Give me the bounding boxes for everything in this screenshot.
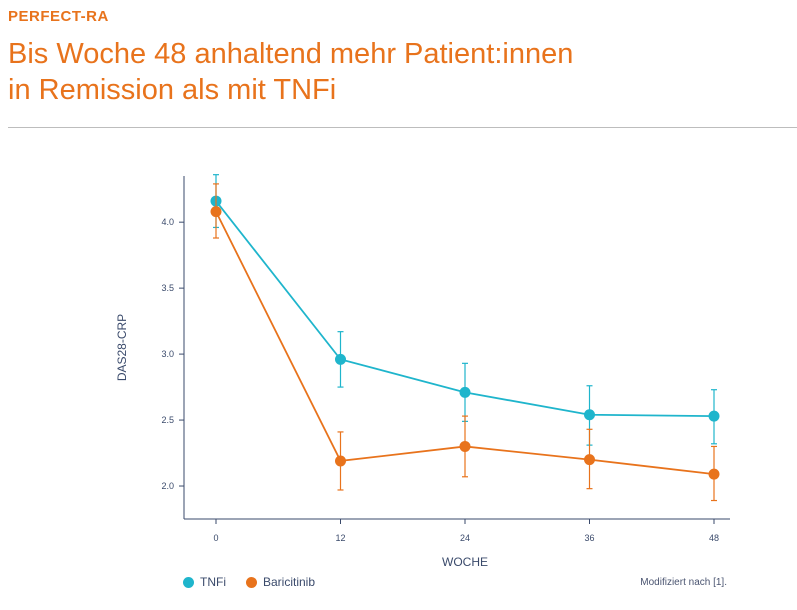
data-point-baricitinib xyxy=(210,206,222,218)
y-tick-label: 3.0 xyxy=(161,349,174,359)
x-tick-label: 0 xyxy=(213,533,218,543)
legend-item-tnfi: TNFi xyxy=(183,575,226,589)
data-point-baricitinib xyxy=(459,440,471,452)
data-point-baricitinib xyxy=(584,454,595,466)
y-tick-label: 3.5 xyxy=(161,283,174,293)
y-tick-label: 2.0 xyxy=(161,481,174,491)
legend-dot-tnfi xyxy=(183,576,194,588)
data-point-tnfi xyxy=(584,409,595,421)
x-tick-label: 48 xyxy=(709,533,719,543)
header-divider xyxy=(8,127,797,128)
data-point-tnfi xyxy=(335,353,346,365)
data-point-tnfi xyxy=(708,410,720,422)
legend-label-baricitinib: Baricitinib xyxy=(263,575,316,589)
page-title: Bis Woche 48 anhaltend mehr Patient:inne… xyxy=(8,36,768,108)
y-axis-label: DAS28-CRP xyxy=(115,314,129,381)
data-point-tnfi xyxy=(459,386,471,398)
title-line-1: Bis Woche 48 anhaltend mehr Patient:inne… xyxy=(8,38,574,70)
y-tick-label: 4.0 xyxy=(161,217,174,227)
x-tick-label: 12 xyxy=(335,533,345,543)
x-axis-label: WOCHE xyxy=(442,555,488,569)
title-line-2: in Remission als mit TNFi xyxy=(8,74,337,106)
legend-dot-baricitinib xyxy=(246,576,257,588)
legend-item-baricitinib: Baricitinib xyxy=(246,575,315,589)
chart-legend: TNFi Baricitinib xyxy=(183,575,315,589)
data-point-baricitinib xyxy=(335,455,346,467)
source-note: Modifiziert nach [1]. xyxy=(640,577,727,588)
data-point-baricitinib xyxy=(708,468,720,480)
y-tick-label: 2.5 xyxy=(161,415,174,425)
legend-label-tnfi: TNFi xyxy=(200,575,226,589)
x-tick-label: 36 xyxy=(584,533,594,543)
x-tick-label: 24 xyxy=(460,533,470,543)
eyebrow-label: PERFECT-RA xyxy=(8,8,109,25)
